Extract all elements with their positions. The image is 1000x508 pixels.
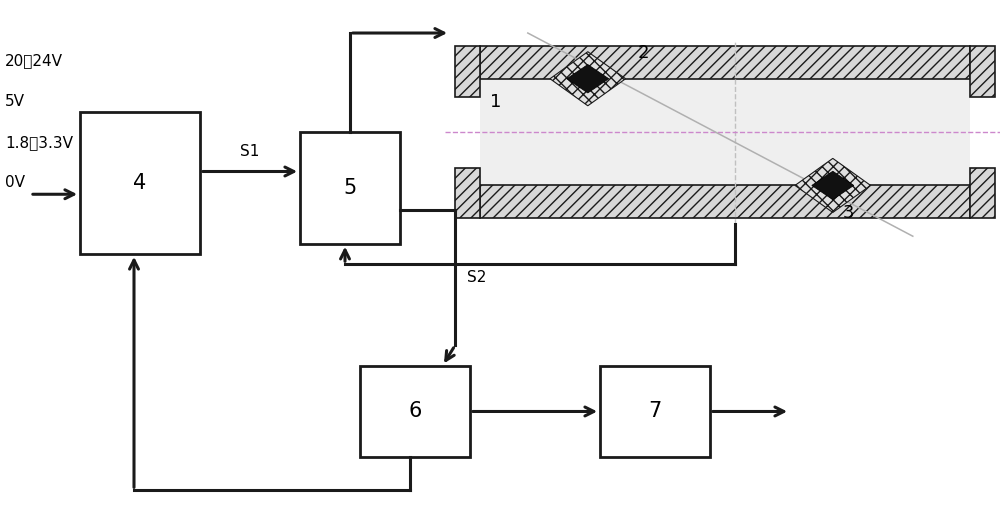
Bar bbox=[360, 366, 470, 457]
Polygon shape bbox=[795, 158, 871, 212]
Text: 1: 1 bbox=[490, 92, 501, 111]
Text: 5: 5 bbox=[343, 178, 357, 198]
Bar bbox=[455, 168, 480, 218]
Bar bbox=[480, 79, 970, 185]
Text: 2: 2 bbox=[638, 44, 649, 62]
Text: 20～24V: 20～24V bbox=[5, 53, 63, 69]
Bar bbox=[80, 112, 200, 254]
Text: 6: 6 bbox=[408, 401, 422, 422]
Polygon shape bbox=[567, 65, 609, 93]
Bar bbox=[970, 46, 995, 97]
Polygon shape bbox=[550, 52, 626, 106]
Bar bbox=[455, 46, 480, 97]
Text: 0V: 0V bbox=[5, 175, 25, 190]
Bar bbox=[480, 185, 970, 218]
Text: 4: 4 bbox=[133, 173, 147, 193]
Polygon shape bbox=[812, 171, 854, 200]
Bar bbox=[970, 168, 995, 218]
Text: S1: S1 bbox=[240, 144, 260, 160]
Text: 1.8～3.3V: 1.8～3.3V bbox=[5, 135, 73, 150]
Text: 7: 7 bbox=[648, 401, 662, 422]
Bar bbox=[600, 366, 710, 457]
Bar bbox=[480, 46, 970, 79]
Text: 5V: 5V bbox=[5, 94, 25, 109]
Bar bbox=[300, 132, 400, 244]
Text: 3: 3 bbox=[843, 204, 854, 223]
Text: S2: S2 bbox=[467, 270, 486, 285]
